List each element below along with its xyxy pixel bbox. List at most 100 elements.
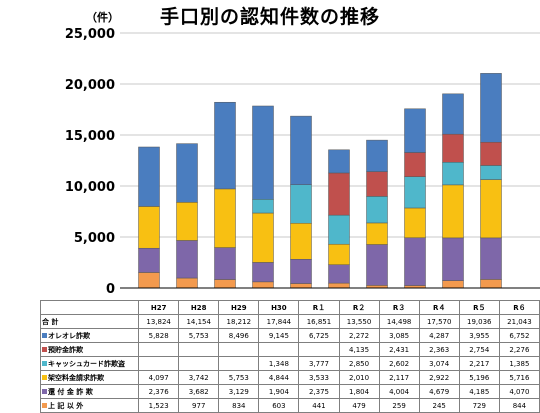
x-category-label: H28 [178,300,220,315]
bar-segment [480,141,502,166]
bar-segments [138,73,502,289]
table-cell: 4,844 [258,370,300,385]
table-cell: 844 [498,398,540,413]
table-row-label: オレオレ詐欺 [39,328,140,343]
table-cell: 16,851 [298,314,340,329]
bar-segment [480,237,502,280]
bar-segment [138,272,160,289]
bar-segment [252,199,274,214]
y-tick-label: 0 [106,282,115,297]
bar-segment [252,212,274,263]
table-cell: 834 [218,398,260,413]
table-cell: 3,074 [418,356,460,371]
bar-segment [138,247,160,273]
table-cell: 2,217 [458,356,500,371]
bar-segment [442,184,464,239]
table-row: 架空料金請求詐欺 4,097 3,742 5,753 4,844 3,533 2,010 2,… [39,370,540,385]
bar-segment [252,262,274,283]
table-cell: 17,844 [258,314,300,329]
bar-segment [290,222,312,260]
bar-segment [328,282,350,289]
table-cell [138,342,180,357]
y-axis-ticks: 0 5,000 10,000 15,000 20,000 25,000 [65,27,115,297]
table-row-label: キャッシュカード詐欺盗 [39,356,140,371]
table-cell: 479 [338,398,380,413]
x-category-label: R４ [418,300,460,315]
y-tick-label: 25,000 [65,27,115,42]
table-cell: 4,070 [498,384,540,399]
table-cell: 4,287 [418,328,460,343]
y-tick-label: 5,000 [74,231,115,246]
table-cell: 19,036 [458,314,500,329]
table-cell: 5,196 [458,370,500,385]
table-cell: 259 [378,398,420,413]
table-cell: 977 [178,398,220,413]
table-cell [218,356,260,371]
table-row-label: 預貯金詐欺 [39,342,140,357]
table-cell: 1,385 [498,356,540,371]
table-cell: 3,682 [178,384,220,399]
table-cell: 4,185 [458,384,500,399]
table-cell: 5,716 [498,370,540,385]
bar-segment [404,152,426,177]
bar-segment [366,171,388,197]
y-tick-label: 20,000 [65,78,115,93]
bar-segment [442,93,464,135]
table-cell: 3,129 [218,384,260,399]
bar-segment [138,146,160,207]
table-cell [218,342,260,357]
table-cell: 3,742 [178,370,220,385]
bar-segment [252,281,274,289]
bar-segment [290,259,312,284]
table-cell: 4,135 [338,342,380,357]
x-category-label: R３ [378,300,420,315]
table-cell [138,356,180,371]
table-cell: 6,752 [498,328,540,343]
table-corner-cell [39,300,140,315]
table-cell: 245 [418,398,460,413]
table-cell [298,342,340,357]
bar-segment [480,165,502,180]
table-cell: 729 [458,398,500,413]
legend-swatch [42,374,47,380]
data-table: H27 H28 H29 H30 R１ R２ R３ R４ R５ R６ 合 計 13,824 14,154 1… [39,300,540,413]
table-cell: 4,004 [378,384,420,399]
table-cell: 3,777 [298,356,340,371]
bar-segment [366,196,388,224]
x-category-label: H29 [218,300,260,315]
bar-segment [328,172,350,216]
table-cell: 13,550 [338,314,380,329]
table-cell: 13,824 [138,314,180,329]
y-tick-label: 10,000 [65,180,115,195]
y-tick-label: 15,000 [65,129,115,144]
bar-segment [480,179,502,239]
table-cell: 17,570 [418,314,460,329]
table-row-label: 還 付 金 詐 欺 [39,384,140,399]
table-row: 預貯金詐欺 4,135 2,431 2,363 2,754 2,276 [39,342,540,357]
bar-segment [480,73,502,143]
table-cell: 2,376 [138,384,180,399]
stacked-bar-chart: 0 5,000 10,000 15,000 20,000 25,000 [65,27,540,297]
bar-segment [404,237,426,286]
table-cell [178,342,220,357]
bar-segment [176,277,198,289]
x-category-label: R６ [498,300,540,315]
table-cell: 4,679 [418,384,460,399]
table-cell: 5,828 [138,328,180,343]
table-header-row: H27 H28 H29 H30 R１ R２ R３ R４ R５ R６ [39,300,540,315]
table-cell [258,342,300,357]
bar-segment [252,105,274,200]
bar-segment [366,139,388,172]
table-cell: 603 [258,398,300,413]
bar-segment [328,264,350,284]
bar-segment [290,184,312,224]
table-cell: 1,904 [258,384,300,399]
table-cell [178,356,220,371]
table-row: 上 記 以 外 1,523 977 834 603 441 479 259 245 729 844 [39,398,540,413]
x-category-label: R１ [298,300,340,315]
x-category-label: R２ [338,300,380,315]
legend-swatch [42,346,47,352]
x-category-label: H27 [138,300,180,315]
bar-segment [442,162,464,186]
legend-label: 上 記 以 外 [48,401,84,410]
